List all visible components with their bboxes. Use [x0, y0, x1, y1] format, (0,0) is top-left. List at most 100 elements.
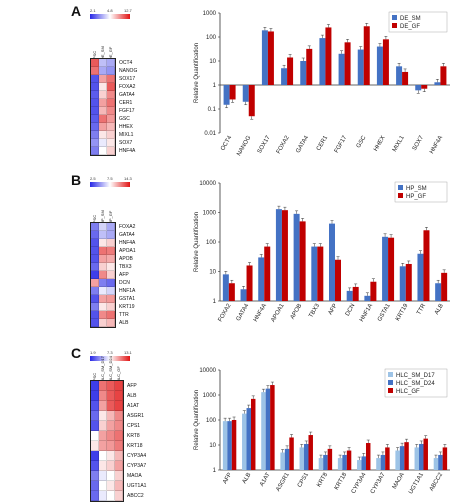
heatmap-cell	[91, 381, 99, 391]
heatmap-cell	[107, 461, 115, 471]
bar	[281, 68, 288, 85]
bar	[318, 458, 324, 470]
x-category-label: NANOG	[236, 135, 252, 157]
heatmap-cell	[99, 441, 107, 451]
heatmap-grid	[90, 222, 116, 328]
heatmap-cell	[91, 311, 99, 319]
heatmap-cell	[115, 481, 123, 491]
bar	[231, 420, 237, 470]
bar	[287, 57, 294, 85]
heatmap-cell	[107, 67, 115, 75]
heatmap-cell	[91, 263, 99, 271]
x-category-label: GSC	[356, 134, 368, 149]
bar	[248, 85, 255, 117]
heatmap-cell	[99, 381, 107, 391]
heatmap-cell	[99, 319, 107, 327]
bar	[265, 388, 271, 470]
heatmap-scale-tick: 7.3	[107, 350, 113, 355]
heatmap-cell	[91, 91, 99, 99]
bar	[228, 283, 235, 301]
bar	[357, 49, 364, 85]
heatmap-cell	[91, 271, 99, 279]
y-tick-label: 1000	[203, 393, 217, 399]
y-axis-title: Relative Quantification	[194, 390, 200, 450]
bar	[261, 392, 266, 470]
heatmap-cell	[91, 115, 99, 123]
heatmap-gene-label: KRT8	[127, 433, 140, 439]
bar-chart-hlc: 1 10 100 1000 10000 Relative Quantification AF…	[194, 368, 450, 495]
bar	[433, 458, 439, 470]
heatmap-gene-label: FOXA2	[119, 224, 136, 230]
x-category-label: SOX17	[257, 134, 272, 154]
heatmap-grid	[90, 380, 124, 502]
heatmap-gene-label: ABCC2	[127, 493, 144, 499]
heatmap-cell	[91, 239, 99, 247]
bar-chart-de: 0.01 0.1 1 10 100 1000 Relative Quantification…	[194, 11, 450, 157]
heatmap-cell	[91, 75, 99, 83]
x-category-label: ALB	[434, 303, 445, 316]
heatmap-cell	[91, 83, 99, 91]
bar	[395, 450, 400, 470]
bar	[222, 421, 228, 470]
heatmap-gene-label: UGT1A1	[127, 483, 147, 489]
heatmap-cell	[91, 131, 99, 139]
panel-letter-a: A	[71, 3, 82, 19]
bar	[414, 447, 420, 470]
heatmap-cell	[91, 231, 99, 239]
x-category-label: FOXA2	[276, 134, 291, 155]
heatmap-grid	[90, 58, 116, 156]
x-category-label: FGF17	[334, 134, 349, 154]
heatmap-column-label: HLC_SM_D24	[108, 356, 113, 382]
heatmap-scale-tick: 12.7	[124, 8, 132, 13]
bar	[417, 253, 424, 301]
y-tick-label: 1000	[203, 11, 217, 17]
heatmap-cell	[91, 287, 99, 295]
bar	[270, 385, 275, 470]
heatmap-color-scale	[90, 14, 130, 19]
heatmap-scale-tick: 2.5	[90, 176, 96, 181]
bar	[242, 85, 249, 102]
legend-swatch	[388, 380, 393, 385]
heatmap-cell	[99, 461, 107, 471]
bar	[280, 452, 285, 470]
x-category-label: UGT1A1	[408, 471, 425, 495]
heatmap-cell	[91, 255, 99, 263]
heatmap-gene-label: CYP3A7	[127, 463, 147, 469]
x-category-label: APOB	[290, 303, 304, 320]
heatmap-cell	[99, 451, 107, 461]
legend-box	[384, 368, 448, 398]
x-category-label: HNF1A	[359, 303, 374, 323]
x-category-label: KRT19	[395, 302, 410, 322]
heatmap-cell	[99, 287, 107, 295]
bar	[346, 290, 353, 301]
x-category-label: AFP	[222, 472, 233, 485]
bar	[365, 443, 371, 470]
heatmap-cell	[99, 401, 107, 411]
heatmap-cell	[107, 279, 115, 287]
heatmap-cell	[107, 115, 115, 123]
heatmap-cell	[91, 295, 99, 303]
heatmap-cell	[91, 471, 99, 481]
y-tick-label: 1	[213, 468, 217, 474]
heatmap-cell	[107, 107, 115, 115]
bar	[441, 272, 448, 301]
bar	[396, 66, 403, 85]
bar	[304, 443, 309, 470]
heatmap-cell	[115, 471, 123, 481]
heatmap-cell	[115, 441, 123, 451]
heatmap-cell	[107, 381, 115, 391]
x-category-label: CPS1	[297, 471, 310, 488]
bar	[399, 446, 405, 470]
bar	[299, 447, 305, 470]
x-category-label: DCN	[345, 303, 357, 317]
heatmap-cell	[107, 451, 115, 461]
heatmap-cell	[99, 239, 107, 247]
heatmap-hlc: 1.9 7.3 13.1 iPSC HLC_SM_D17 HLC_SM_D24 HLC_GF…	[90, 350, 160, 502]
heatmap-cell	[91, 431, 99, 441]
heatmap-cell	[99, 255, 107, 263]
heatmap-cell	[107, 247, 115, 255]
legend-label: HLC_GF	[396, 389, 420, 395]
heatmap-gene-label: CER1	[119, 100, 133, 106]
heatmap-scale-tick: 14.3	[124, 176, 132, 181]
heatmap-cell	[107, 99, 115, 107]
